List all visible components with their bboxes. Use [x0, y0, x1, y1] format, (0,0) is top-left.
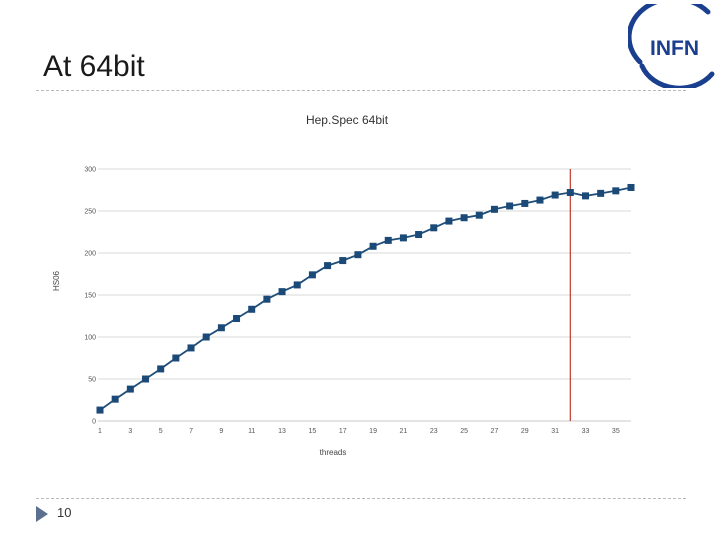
data-point-marker: [96, 406, 104, 414]
x-tick-label: 27: [491, 428, 499, 435]
data-point-marker: [369, 242, 377, 250]
top-divider: [36, 90, 686, 91]
x-tick-label: 23: [430, 428, 438, 435]
data-point-marker: [475, 211, 483, 219]
y-tick-label: 200: [84, 251, 96, 258]
series-line: [99, 186, 632, 411]
x-tick-label: 25: [460, 428, 468, 435]
y-tick-label: 100: [84, 335, 96, 342]
logo-text: INFN: [650, 37, 699, 60]
bottom-divider: [36, 498, 686, 499]
infn-logo: INFN: [628, 4, 715, 88]
data-point-marker: [506, 202, 514, 210]
data-point-marker: [521, 199, 529, 207]
chart-title: Hep.Spec 64bit: [306, 113, 389, 127]
data-point-marker: [612, 187, 620, 195]
x-tick-label: 33: [582, 428, 590, 435]
data-point-marker: [324, 262, 332, 270]
data-point-marker: [399, 234, 407, 242]
data-point-marker: [536, 196, 544, 204]
x-tick-label: 5: [159, 428, 163, 435]
x-tick-label: 1: [98, 428, 102, 435]
x-tick-label: 29: [521, 428, 529, 435]
y-axis-label: HS06: [52, 270, 61, 291]
data-point-marker: [278, 288, 286, 296]
x-tick-label: 15: [309, 428, 317, 435]
data-point-marker: [157, 365, 165, 373]
data-point-marker: [490, 205, 498, 213]
data-point-marker: [460, 214, 468, 222]
x-tick-label: 9: [219, 428, 223, 435]
data-point-marker: [126, 385, 134, 393]
y-tick-label: 50: [88, 377, 96, 384]
data-point-marker: [293, 281, 301, 289]
chart-gridlines: [98, 168, 631, 380]
x-tick-label: 19: [369, 428, 377, 435]
data-point-marker: [308, 271, 316, 279]
y-tick-label: 250: [84, 209, 96, 216]
data-point-marker: [233, 315, 241, 323]
data-point-marker: [566, 189, 574, 197]
data-point-marker: [354, 251, 362, 259]
data-point-marker: [142, 375, 150, 383]
x-tick-labels: 1 3 5 7 9 11 13 15 17 19 21 23 25 27 29 31 33 35: [98, 428, 620, 435]
y-tick-label: 0: [92, 419, 96, 426]
data-point-marker: [187, 344, 195, 352]
data-point-marker: [581, 192, 589, 200]
y-tick-label: 300: [84, 167, 96, 174]
data-point-marker: [339, 257, 347, 265]
data-point-marker: [384, 236, 392, 244]
data-point-marker: [597, 189, 605, 197]
data-point-marker: [627, 183, 635, 191]
data-point-marker: [415, 231, 423, 239]
data-point-marker: [445, 217, 453, 225]
x-tick-label: 21: [400, 428, 408, 435]
series-markers: [96, 183, 635, 414]
data-point-marker: [172, 354, 180, 362]
data-point-marker: [111, 395, 119, 403]
x-tick-label: 31: [551, 428, 559, 435]
x-tick-label: 17: [339, 428, 347, 435]
x-tick-label: 3: [128, 428, 132, 435]
x-tick-label: 11: [248, 428, 255, 435]
data-point-marker: [551, 191, 559, 199]
slide-title: At 64bit: [43, 50, 145, 83]
arrow-right-icon: [36, 506, 48, 522]
data-point-marker: [248, 305, 256, 313]
data-point-marker: [263, 295, 271, 303]
y-tick-labels: 0 50 100 150 200 250 300: [84, 167, 96, 426]
data-point-marker: [217, 324, 225, 332]
y-tick-label: 150: [84, 293, 96, 300]
data-point-marker: [430, 224, 438, 232]
x-tick-label: 13: [278, 428, 286, 435]
data-point-marker: [202, 333, 210, 341]
page-number: 10: [57, 505, 72, 520]
x-axis-label: threads: [320, 448, 347, 457]
x-tick-label: 7: [189, 428, 193, 435]
x-tick-label: 35: [612, 428, 620, 435]
